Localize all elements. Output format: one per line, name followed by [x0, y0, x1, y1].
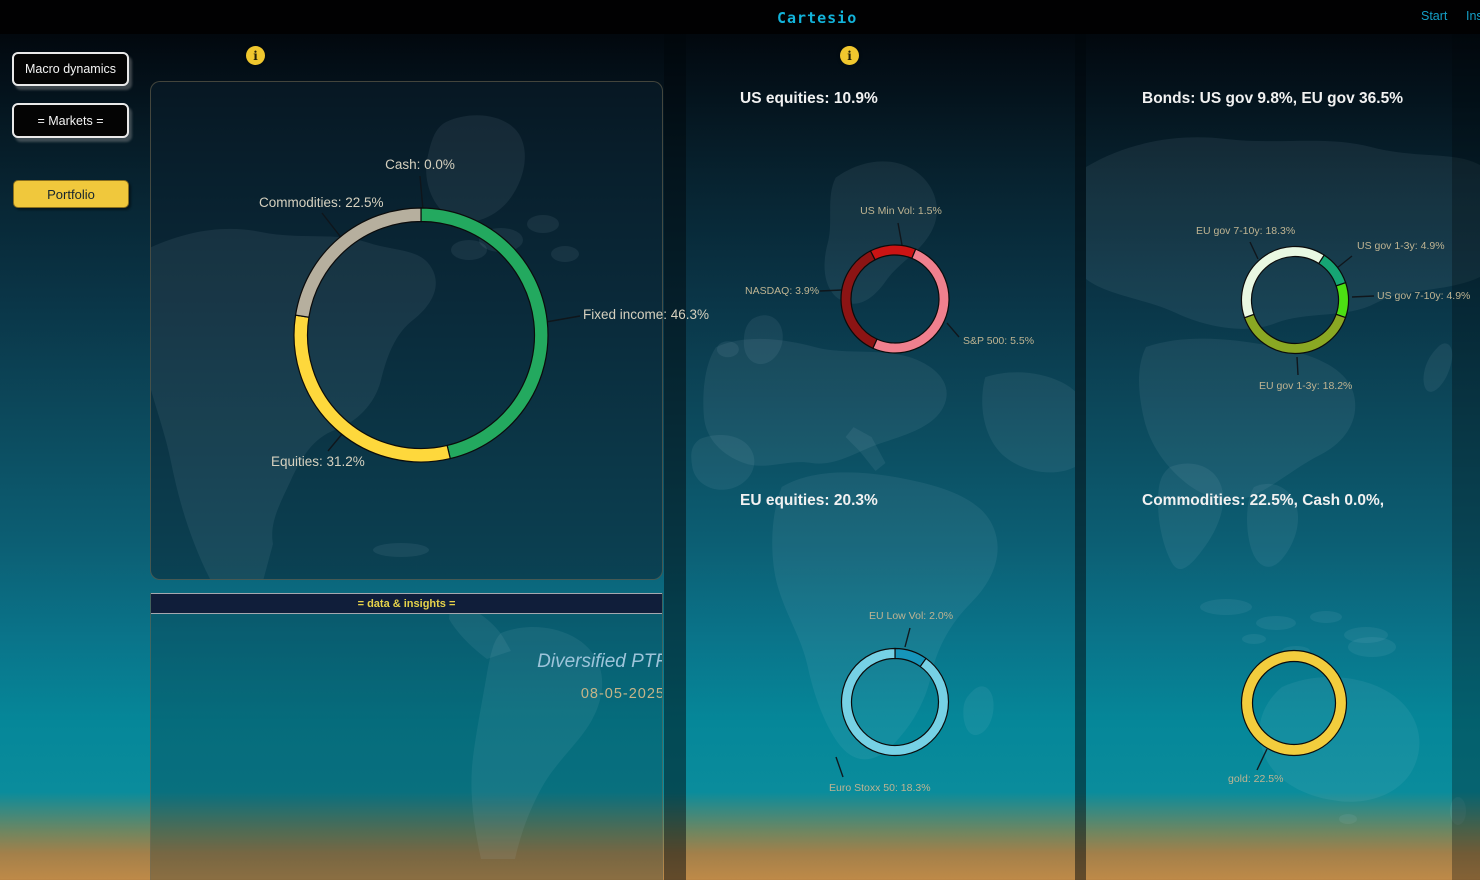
- world-map-north-america: [151, 115, 579, 579]
- sidebar-button-label: Portfolio: [47, 186, 95, 202]
- donut-segment-euro-stoxx-50: [840, 647, 950, 757]
- sidebar-button-portfolio[interactable]: Portfolio: [13, 180, 129, 208]
- donut-segment-nasdaq: [840, 250, 878, 350]
- chart-callout: Cash: 0.0%: [385, 157, 455, 172]
- sidebar-button-label: Macro dynamics: [25, 62, 116, 76]
- chart-callout: EU gov 7-10y: 18.3%: [1196, 225, 1296, 237]
- world-map-asia-oceania: [1086, 137, 1480, 825]
- donut-segment-us-gov-7-10y: [1335, 281, 1350, 319]
- top-bar: Cartesio Start Ins: [0, 0, 1480, 34]
- sidebar-button-markets[interactable]: = Markets =: [12, 103, 129, 138]
- world-map-europe-africa: [691, 161, 1075, 760]
- us-equities-title: US equities: 10.9%: [740, 90, 878, 107]
- column-gap: [664, 34, 686, 880]
- chart-callout: Fixed income: 46.3%: [583, 307, 710, 322]
- insights-header-label: = data & insights =: [357, 597, 456, 610]
- chart-callout: Euro Stoxx 50: 18.3%: [829, 782, 931, 794]
- donut-segment-commodities: [294, 207, 422, 318]
- bonds-donut-chart: [1240, 245, 1350, 355]
- column-gap: [1452, 34, 1480, 880]
- nav-link-ins[interactable]: Ins: [1466, 9, 1480, 23]
- chart-callout: US Min Vol: 1.5%: [860, 205, 942, 217]
- chart-callout: EU gov 1-3y: 18.2%: [1259, 380, 1353, 392]
- donut-segment-us-min-vol: [869, 244, 917, 261]
- bonds-title: Bonds: US gov 9.8%, EU gov 36.5%: [1142, 90, 1403, 107]
- donut-segment-equities: [293, 314, 451, 463]
- info-icon[interactable]: i: [840, 46, 859, 65]
- sidebar-button-macro-dynamics[interactable]: Macro dynamics: [12, 52, 129, 86]
- us-equities-donut-chart: [840, 244, 950, 354]
- donut-segment-eu-gov-7-10y: [1240, 245, 1325, 319]
- column-gap: [1075, 34, 1086, 880]
- chart-callout: NASDAQ: 3.9%: [745, 285, 820, 297]
- chart-callout: EU Low Vol: 2.0%: [869, 610, 954, 622]
- info-icon[interactable]: i: [246, 46, 265, 65]
- donut-segment-eu-low-vol: [894, 647, 927, 668]
- donut-segment-s-p-500: [872, 248, 950, 354]
- chart-callout: S&P 500: 5.5%: [963, 335, 1035, 347]
- commodities-donut-chart: [1240, 649, 1348, 757]
- portfolio-date: 08-05-2025: [580, 686, 663, 702]
- sidebar-button-label: = Markets =: [37, 113, 104, 128]
- map-panel-europe-africa: [686, 34, 1075, 880]
- portfolio-name: Diversified PTF: [537, 651, 663, 672]
- donut-segment-fixed-income: [420, 207, 549, 460]
- allocation-map-panel: [150, 81, 663, 580]
- chart-callout: US gov 7-10y: 4.9%: [1377, 290, 1471, 302]
- nav-link-start[interactable]: Start: [1421, 9, 1448, 23]
- chart-callout: US gov 1-3y: 4.9%: [1357, 240, 1445, 252]
- chart-callout: Commodities: 22.5%: [259, 195, 384, 210]
- eu-equities-donut-chart: [840, 647, 950, 757]
- allocation-donut-chart: [293, 207, 549, 463]
- world-map-south-america: [449, 599, 603, 859]
- chart-callout: gold: 22.5%: [1228, 773, 1284, 785]
- commodities-title: Commodities: 22.5%, Cash 0.0%,: [1142, 492, 1385, 509]
- data-insights-panel: = data & insights = Diversified PTF 08-0…: [150, 593, 663, 880]
- insights-panel-header: = data & insights =: [151, 593, 662, 614]
- app-title: Cartesio: [777, 9, 858, 27]
- donut-segment-eu-gov-1-3y: [1243, 313, 1347, 355]
- chart-callout: Equities: 31.2%: [271, 454, 365, 469]
- map-panel-asia-oceania: [1086, 34, 1480, 880]
- donut-segment-us-gov-1-3y: [1317, 254, 1347, 287]
- eu-equities-title: EU equities: 20.3%: [740, 492, 878, 509]
